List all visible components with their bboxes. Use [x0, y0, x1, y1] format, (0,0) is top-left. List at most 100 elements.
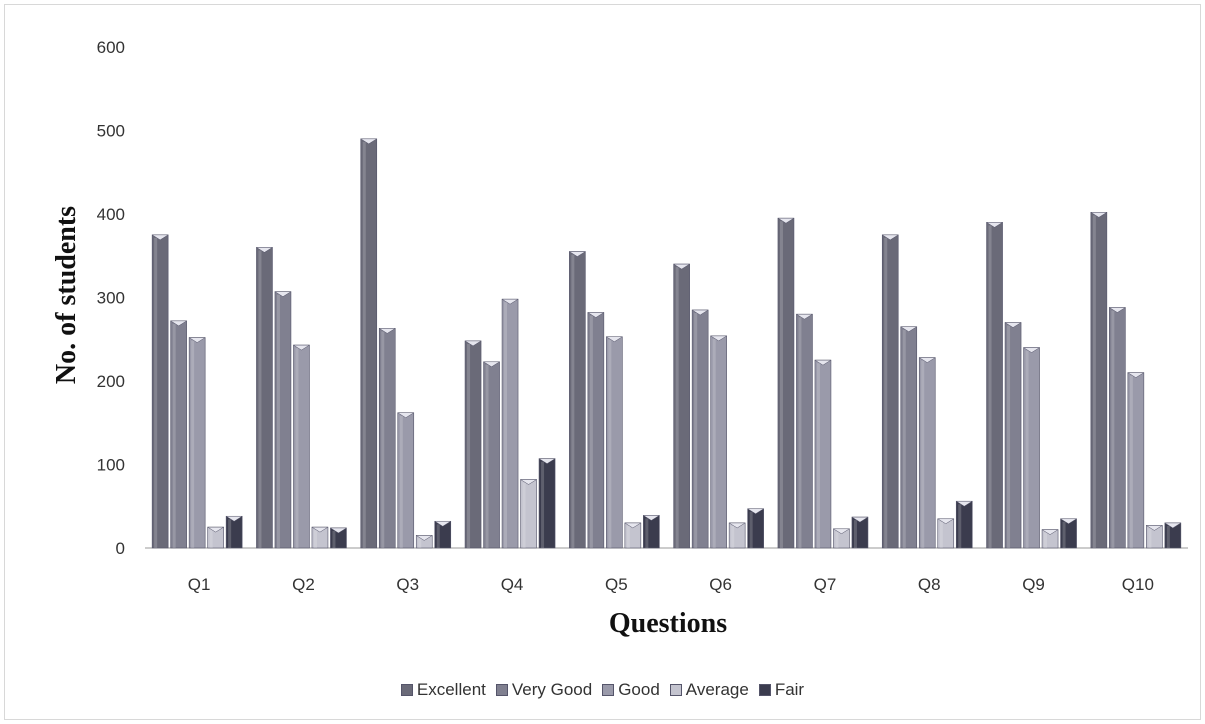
bar-highlight	[1025, 350, 1029, 548]
bar-highlight	[798, 317, 802, 548]
bar-cap	[1059, 518, 1078, 525]
bar-cap	[1022, 347, 1041, 353]
bar-highlight	[467, 343, 471, 548]
bar-cap	[151, 234, 170, 241]
chart-legend: Excellent Very Good Good Average Fair	[0, 680, 1205, 700]
legend-label: Average	[685, 680, 749, 699]
legend-swatch	[602, 683, 615, 696]
x-tick-label: Q9	[1022, 575, 1045, 594]
legend-label: Excellent	[416, 680, 486, 699]
bar-highlight	[1007, 325, 1011, 548]
bar-highlight	[958, 504, 962, 548]
bar-cap	[936, 518, 955, 525]
bar-highlight	[381, 331, 385, 548]
bar-highlight	[276, 294, 280, 548]
bar-highlight	[172, 323, 176, 548]
bar-highlight	[418, 538, 422, 548]
bar-cap	[642, 515, 661, 521]
y-tick-label: 300	[97, 289, 125, 308]
bar-highlight	[749, 511, 753, 548]
bar-cap	[605, 336, 624, 343]
bar-highlight	[571, 254, 575, 548]
bar-highlight	[1166, 525, 1170, 548]
bar-highlight	[712, 338, 716, 548]
bar-highlight	[541, 461, 545, 548]
bar-cap	[433, 521, 452, 527]
bar-cap	[359, 138, 378, 145]
bar-cap	[464, 340, 482, 347]
bar-highlight	[362, 141, 366, 548]
legend-swatch	[495, 683, 508, 696]
bar-highlight	[209, 530, 213, 548]
bar-cap	[519, 479, 538, 485]
x-tick-label: Q3	[396, 575, 419, 594]
bar-highlight	[608, 339, 612, 548]
x-tick-label: Q10	[1122, 575, 1154, 594]
y-tick-label: 200	[97, 372, 125, 391]
bar-highlight	[675, 267, 679, 548]
bar-cap	[899, 326, 918, 333]
bar-cap	[832, 528, 851, 535]
bar-cap	[1145, 525, 1164, 531]
x-tick-label: Q2	[292, 575, 315, 594]
bar-cap	[1126, 372, 1145, 378]
bar-cap	[329, 527, 348, 534]
bar-highlight	[313, 530, 317, 548]
bar-cap	[378, 328, 397, 334]
y-tick-label: 100	[97, 456, 125, 475]
bar-cap	[538, 458, 556, 464]
bar-cap	[918, 357, 937, 363]
bar-highlight	[884, 237, 888, 548]
bar-highlight	[731, 525, 735, 548]
y-tick-label: 500	[97, 122, 125, 141]
bar-cap	[728, 522, 747, 529]
bar-cap	[1004, 322, 1022, 328]
y-tick-label: 0	[116, 539, 125, 558]
x-tick-label: Q5	[605, 575, 628, 594]
y-tick-label: 600	[97, 38, 125, 57]
bar-highlight	[1062, 521, 1066, 548]
bar-highlight	[332, 530, 336, 548]
bar-cap	[206, 526, 225, 533]
bar-highlight	[295, 348, 299, 548]
y-axis-title: No. of students	[51, 206, 82, 384]
x-tick-label: Q4	[501, 575, 524, 594]
legend-swatch	[400, 683, 413, 696]
bar-highlight	[589, 315, 593, 548]
bar-highlight	[779, 221, 783, 549]
bar-cap	[415, 535, 434, 541]
bar-cap	[274, 291, 292, 297]
bar-cap	[501, 298, 519, 305]
bar-highlight	[1129, 375, 1133, 548]
bar-cap	[691, 309, 710, 316]
bar-cap	[396, 412, 415, 419]
x-tick-label: Q6	[709, 575, 732, 594]
bar-highlight	[835, 531, 839, 548]
x-tick-label: Q1	[188, 575, 211, 594]
bar-cap	[225, 516, 244, 522]
bar-highlight	[645, 518, 649, 548]
bar-cap	[188, 337, 207, 343]
bar-cap	[311, 526, 329, 533]
bar-highlight	[626, 525, 630, 548]
legend-swatch	[758, 683, 771, 696]
bar-highlight	[485, 364, 489, 548]
bar-cap	[814, 359, 832, 366]
bar-cap	[672, 263, 691, 270]
bar-highlight	[1111, 310, 1115, 548]
legend-item: Average	[669, 680, 749, 700]
bar-highlight	[522, 482, 526, 548]
bar-cap	[1108, 307, 1127, 313]
y-tick-label: 400	[97, 205, 125, 224]
bar-highlight	[853, 520, 857, 548]
bar-highlight	[228, 519, 232, 548]
legend-item: Good	[602, 680, 660, 700]
bar-cap	[851, 516, 869, 523]
bar-cap	[709, 335, 728, 342]
legend-swatch	[669, 683, 682, 696]
bar-highlight	[816, 363, 820, 548]
bar-cap	[955, 500, 974, 507]
bar-highlight	[436, 524, 440, 548]
bar-highlight	[399, 415, 403, 548]
